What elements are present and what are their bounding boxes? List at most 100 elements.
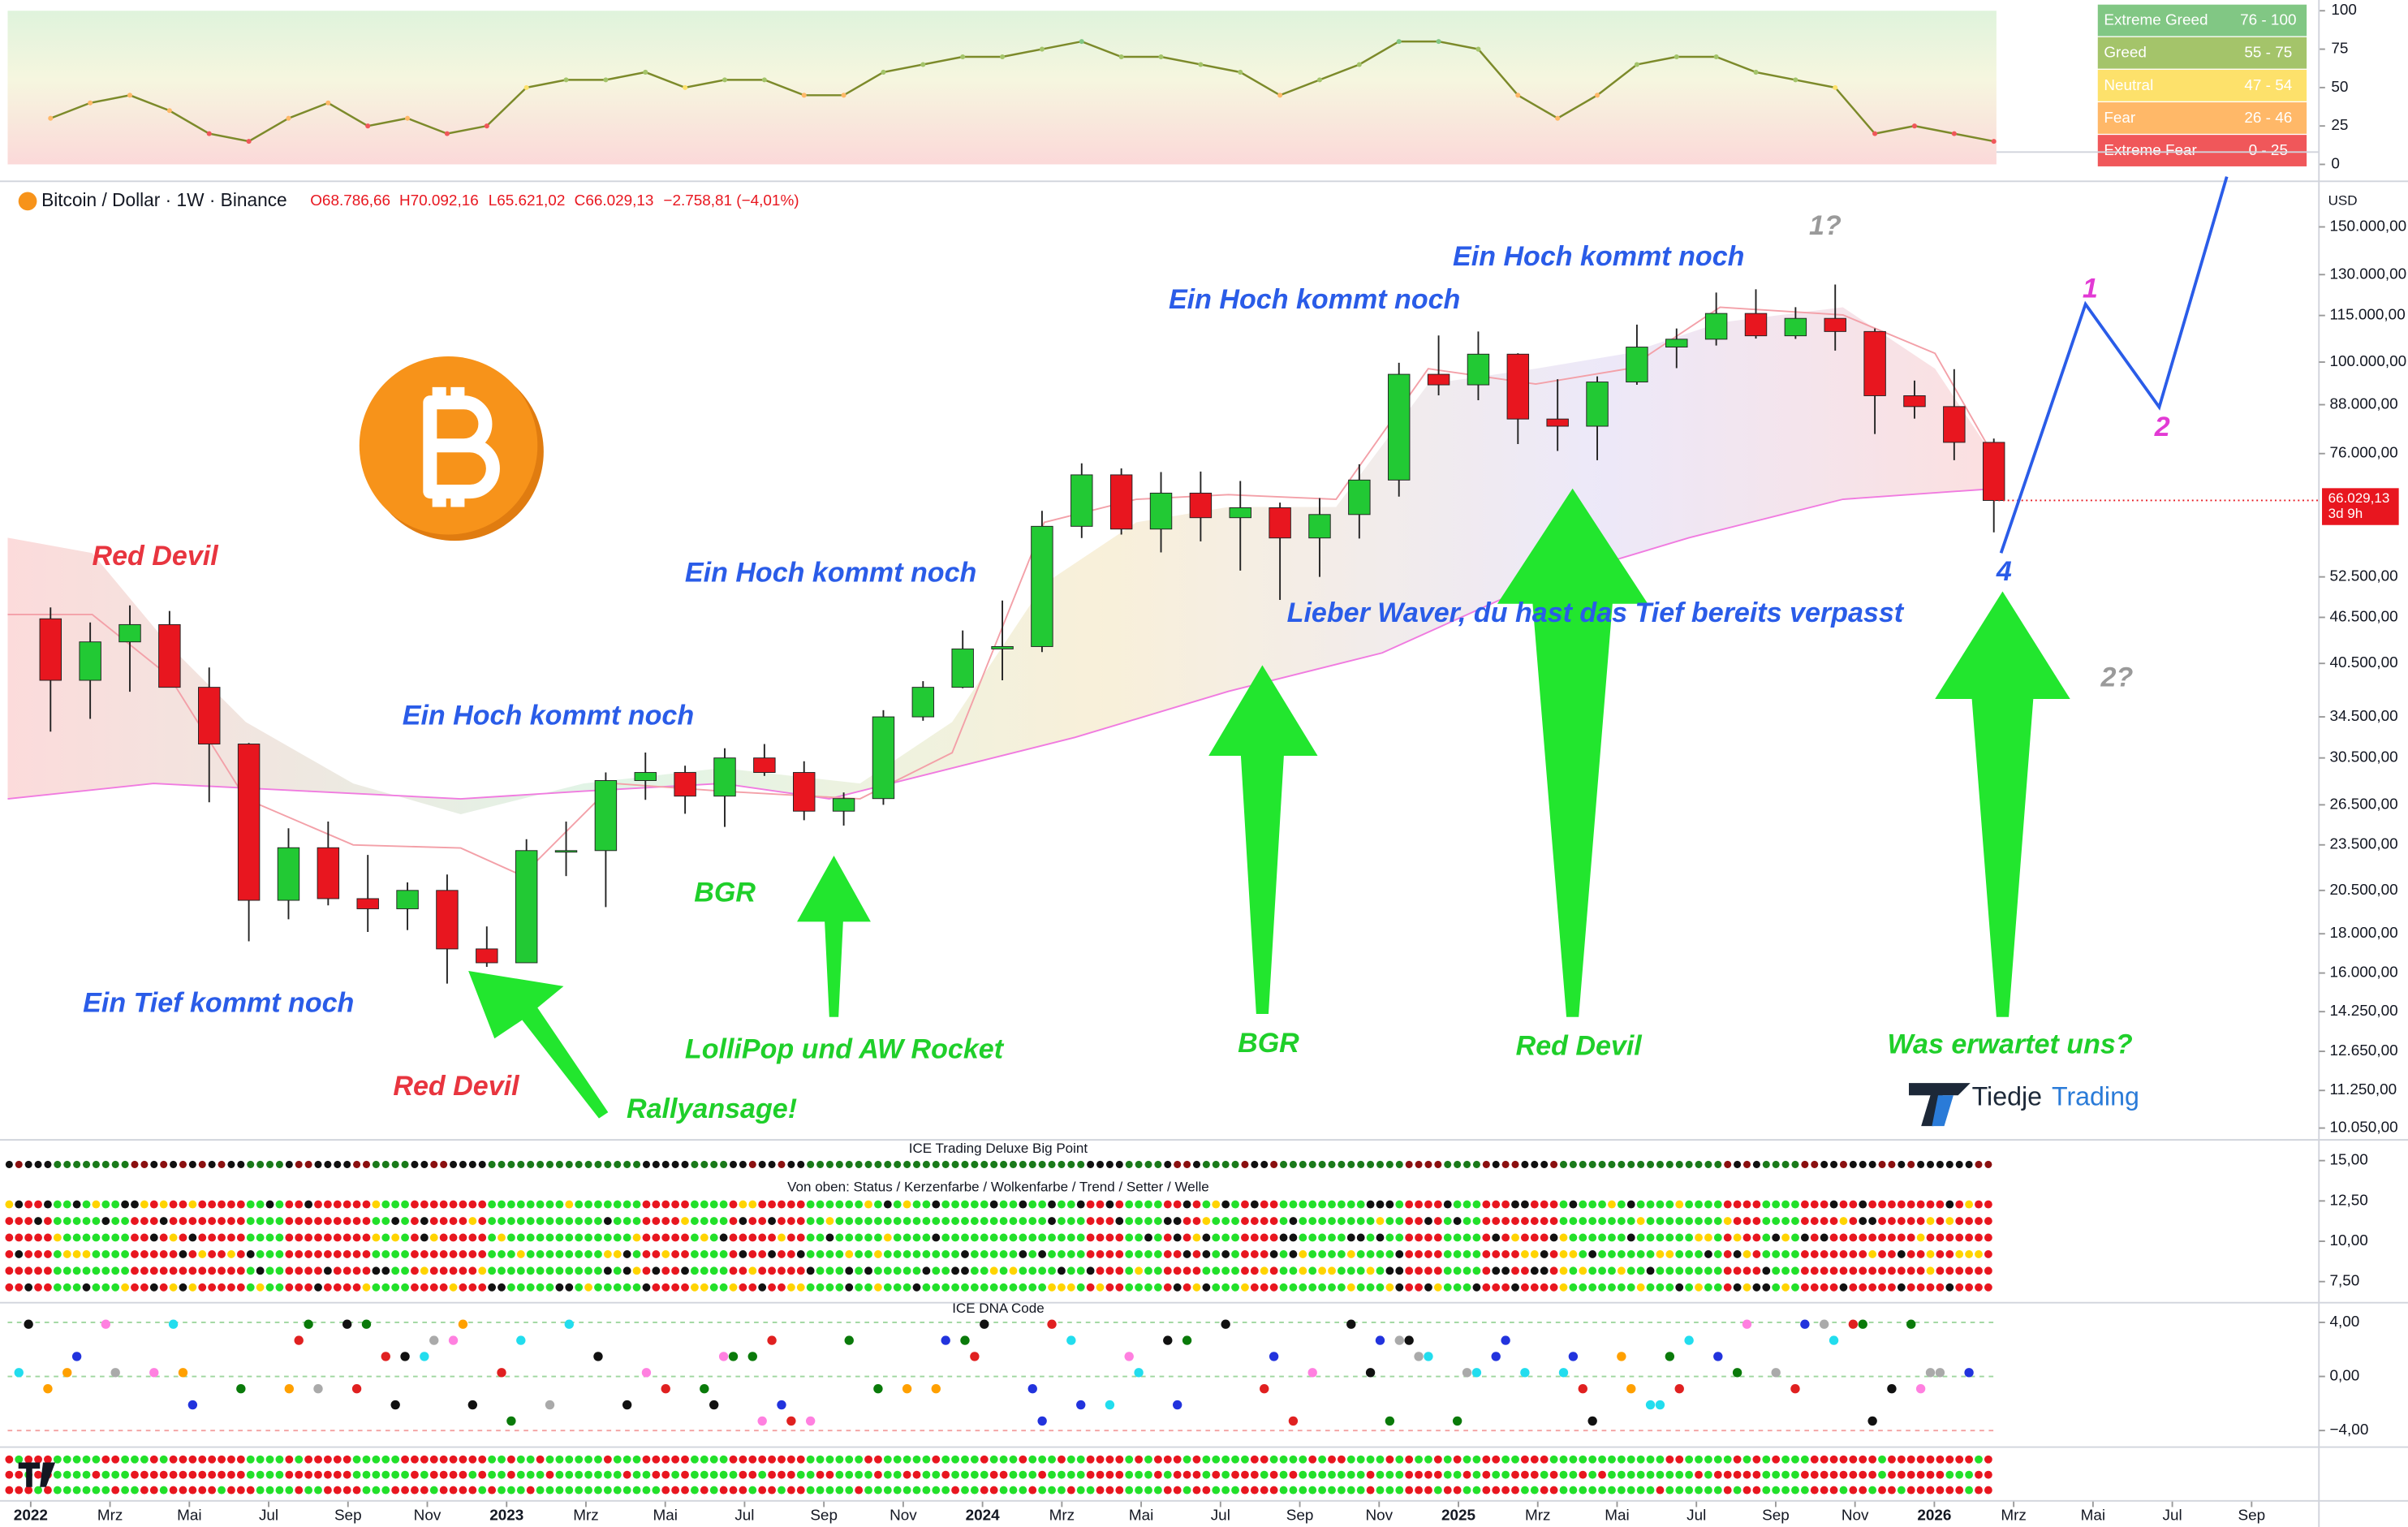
state-dot: [372, 1266, 381, 1275]
sentiment-point: [1951, 131, 1957, 136]
state-dot: [1250, 1249, 1259, 1258]
state-dot: [401, 1266, 409, 1275]
momentum-dot: [1221, 1470, 1230, 1479]
state-dot: [1530, 1200, 1539, 1209]
momentum-dot: [1405, 1455, 1414, 1464]
momentum-dot: [1318, 1470, 1327, 1479]
momentum-dot: [34, 1455, 42, 1464]
state-dot: [5, 1233, 14, 1242]
sentiment-point: [166, 108, 172, 114]
momentum-dot: [951, 1470, 960, 1479]
state-dot: [555, 1200, 564, 1209]
state-dot: [932, 1266, 941, 1275]
candle-body: [158, 623, 181, 688]
state-dot: [1153, 1249, 1162, 1258]
state-dot: [1916, 1283, 1925, 1292]
dna-dot: [1414, 1352, 1424, 1361]
status-dot: [1482, 1160, 1490, 1168]
momentum-dot: [188, 1455, 197, 1464]
dna-dot: [1047, 1319, 1057, 1329]
state-dot: [92, 1217, 101, 1225]
momentum-dot: [642, 1486, 651, 1495]
state-dot: [1086, 1283, 1095, 1292]
state-dot: [1424, 1283, 1432, 1292]
momentum-dot: [1279, 1486, 1288, 1495]
momentum-dot: [411, 1470, 419, 1479]
candle-body: [594, 780, 618, 852]
state-dot: [1395, 1249, 1404, 1258]
momentum-dot: [131, 1455, 139, 1464]
momentum-dot: [622, 1470, 631, 1479]
state-dot: [227, 1266, 235, 1275]
momentum-dot: [401, 1470, 409, 1479]
sentiment-point: [1158, 54, 1164, 60]
state-dot: [1453, 1266, 1462, 1275]
state-dot: [603, 1217, 612, 1225]
momentum-dot: [1945, 1486, 1954, 1495]
momentum-dot: [1328, 1470, 1336, 1479]
dna-dot: [941, 1335, 950, 1345]
state-dot: [218, 1266, 226, 1275]
dna-dot: [1471, 1368, 1482, 1378]
momentum-dot: [1289, 1470, 1298, 1479]
state-dot: [526, 1283, 535, 1292]
momentum-dot: [902, 1455, 911, 1464]
state-dot: [1096, 1266, 1105, 1275]
state-dot: [401, 1200, 409, 1209]
momentum-dot: [961, 1470, 969, 1479]
state-dot: [1182, 1217, 1191, 1225]
momentum-dot: [999, 1455, 1008, 1464]
state-dot: [1415, 1266, 1423, 1275]
momentum-dot: [1820, 1486, 1829, 1495]
sentiment-point: [1515, 93, 1521, 98]
momentum-dot: [1636, 1455, 1645, 1464]
state-dot: [1723, 1283, 1732, 1292]
state-dot: [739, 1266, 747, 1275]
state-dot: [652, 1249, 661, 1258]
state-dot: [1462, 1249, 1471, 1258]
status-dot: [797, 1160, 805, 1168]
state-dot: [883, 1233, 892, 1242]
status-dot: [1192, 1160, 1201, 1168]
momentum-dot: [1752, 1470, 1761, 1479]
y-tick-label: 0: [2331, 155, 2340, 172]
status-dot: [691, 1160, 699, 1168]
annotation: Red Devil: [1516, 1031, 1643, 1062]
state-dot: [1511, 1266, 1519, 1275]
momentum-dot: [1385, 1486, 1394, 1495]
status-dot: [1945, 1160, 1954, 1168]
candle-body: [832, 798, 855, 812]
y-tick-label: 11.250,00: [2329, 1081, 2397, 1098]
momentum-dot: [1346, 1486, 1355, 1495]
state-dot: [53, 1249, 62, 1258]
momentum-dot: [478, 1455, 487, 1464]
momentum-dot: [468, 1486, 477, 1495]
status-dot: [1888, 1160, 1896, 1168]
momentum-dot: [1781, 1455, 1790, 1464]
state-dot: [1675, 1217, 1684, 1225]
momentum-dot: [1241, 1486, 1249, 1495]
state-dot: [1511, 1217, 1519, 1225]
status-dot: [671, 1160, 679, 1168]
state-dot: [1800, 1266, 1809, 1275]
state-dot: [922, 1200, 931, 1209]
state-dot: [1598, 1283, 1606, 1292]
state-dot: [1115, 1217, 1124, 1225]
state-dot: [835, 1283, 844, 1292]
momentum-dot: [816, 1470, 825, 1479]
candle-body: [911, 687, 935, 718]
dna-dot: [593, 1352, 603, 1361]
state-dot: [1356, 1266, 1365, 1275]
momentum-dot: [1482, 1486, 1491, 1495]
momentum-dot: [1656, 1470, 1665, 1479]
momentum-dot: [285, 1470, 294, 1479]
state-dot: [1115, 1266, 1124, 1275]
momentum-dot: [420, 1455, 429, 1464]
status-dot: [1647, 1160, 1655, 1168]
momentum-dot: [1984, 1486, 1992, 1495]
state-dot: [584, 1249, 592, 1258]
momentum-dot: [989, 1455, 998, 1464]
momentum-dot: [700, 1455, 709, 1464]
candle-body: [1586, 382, 1609, 427]
